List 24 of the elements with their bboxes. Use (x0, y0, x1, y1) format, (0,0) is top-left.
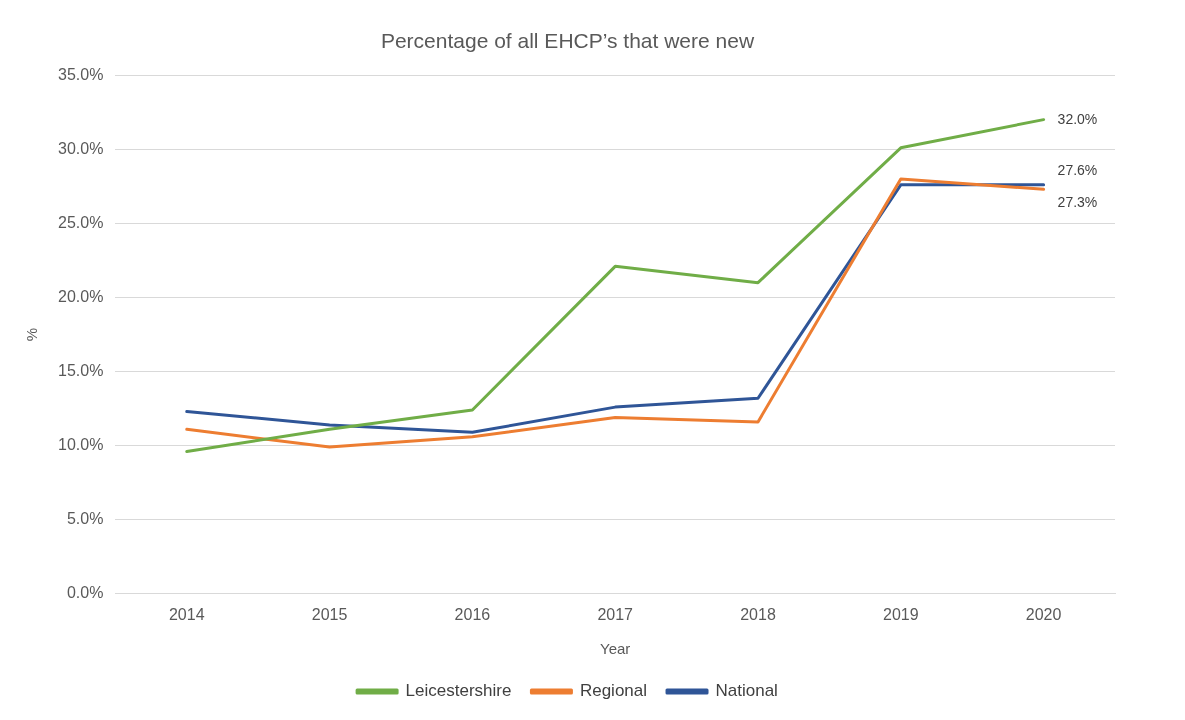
x-tick-label: 2017 (597, 605, 634, 623)
y-tick-label: 30.0% (57, 139, 104, 157)
data-label: 32.0% (1057, 110, 1098, 127)
y-axis-title: % (23, 327, 41, 342)
data-label: 27.6% (1057, 161, 1098, 178)
data-label: 27.3% (1057, 194, 1098, 211)
x-tick-label: 2018 (740, 605, 776, 623)
y-tick-label: 5.0% (66, 510, 104, 528)
chart-title: Percentage of all EHCP’s that were new (380, 29, 755, 53)
y-tick-label: 20.0% (57, 287, 104, 305)
y-tick-label: 0.0% (66, 584, 104, 602)
x-tick-label: 2015 (311, 605, 348, 623)
x-tick-label: 2020 (1025, 605, 1062, 623)
y-tick-label: 10.0% (57, 436, 104, 454)
y-tick-label: 25.0% (57, 213, 104, 231)
y-tick-label: 35.0% (57, 65, 104, 83)
legend-label: Regional (579, 681, 648, 701)
legend-label: Leicestershire (405, 681, 512, 701)
x-tick-label: 2014 (168, 605, 205, 623)
legend-label: National (715, 681, 778, 701)
y-tick-label: 15.0% (57, 361, 104, 379)
x-tick-label: 2016 (454, 605, 491, 623)
x-axis-title: Year (600, 640, 631, 658)
x-tick-label: 2019 (883, 605, 919, 623)
